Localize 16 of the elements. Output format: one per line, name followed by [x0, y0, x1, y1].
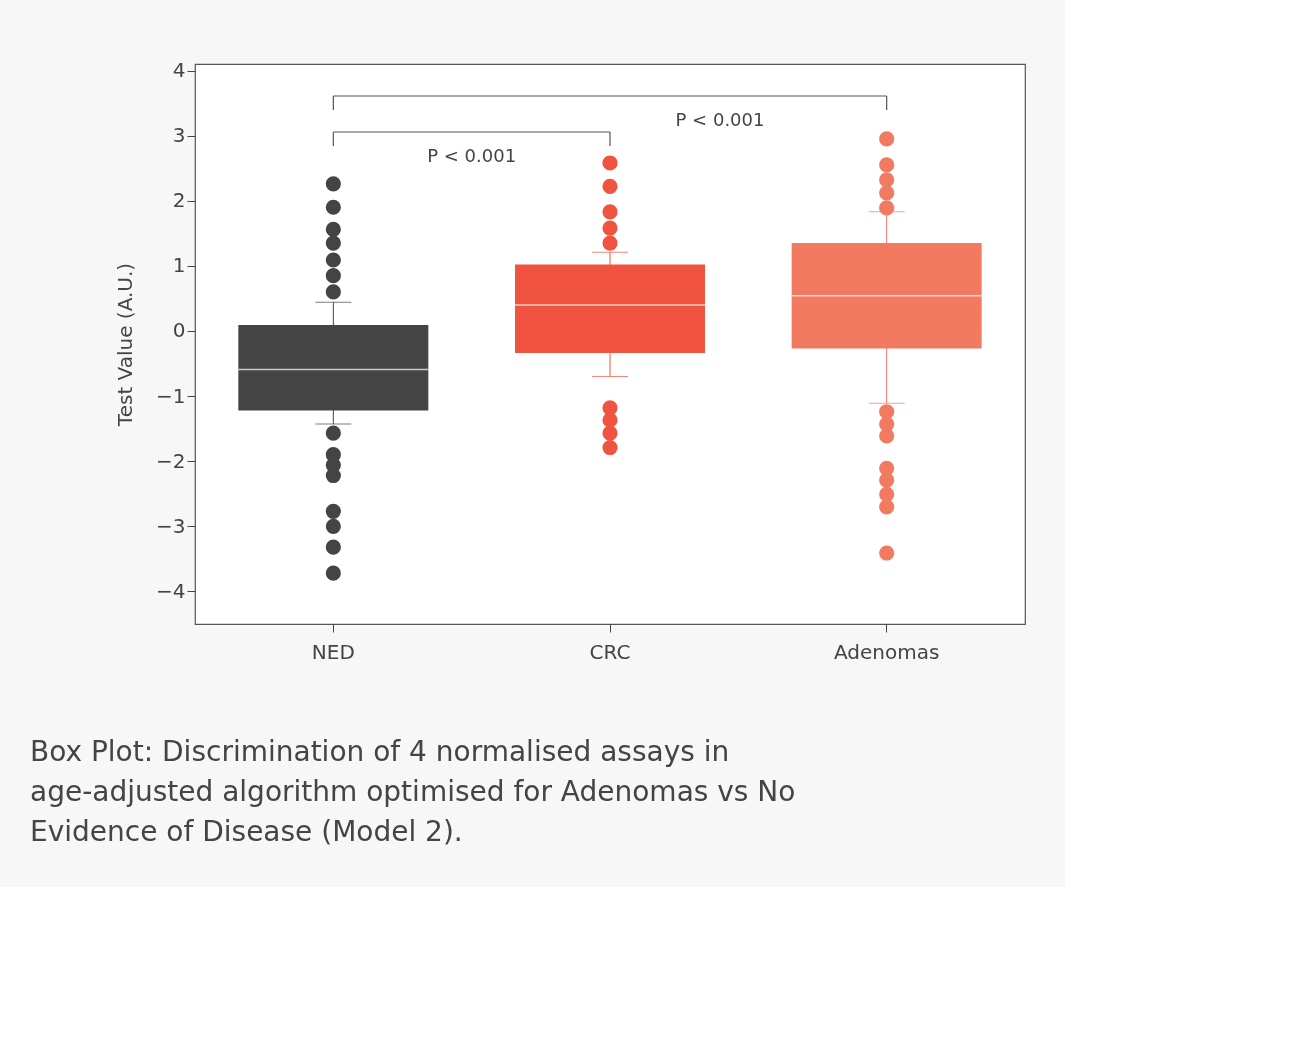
y-tick-label: 0 [172, 318, 186, 343]
y-axis-title: Test Value (A.U.) [113, 262, 138, 428]
x-tick-label: CRC [589, 639, 631, 664]
y-tick-label: −2 [156, 448, 186, 473]
y-tick-label: −4 [156, 578, 186, 603]
annotation: P < 0.001 [427, 145, 517, 166]
x-tick-label: NED [311, 639, 355, 664]
y-tick-label: 2 [172, 188, 186, 213]
y-tick-label: 4 [172, 58, 186, 83]
x-tick-label: Adenomas [833, 639, 940, 664]
annotation: P < 0.001 [675, 109, 765, 130]
y-tick-label: 3 [172, 123, 186, 148]
text: Box Plot: Discrimination of 4 normalised assays in age-adjusted algorithm optimised for Adenomas vs No Evidence of Disease (Model 2). [30, 735, 796, 848]
y-tick-label: 1 [172, 253, 186, 278]
y-tick-label: −3 [156, 513, 186, 538]
y-tick-label: −1 [156, 383, 186, 408]
